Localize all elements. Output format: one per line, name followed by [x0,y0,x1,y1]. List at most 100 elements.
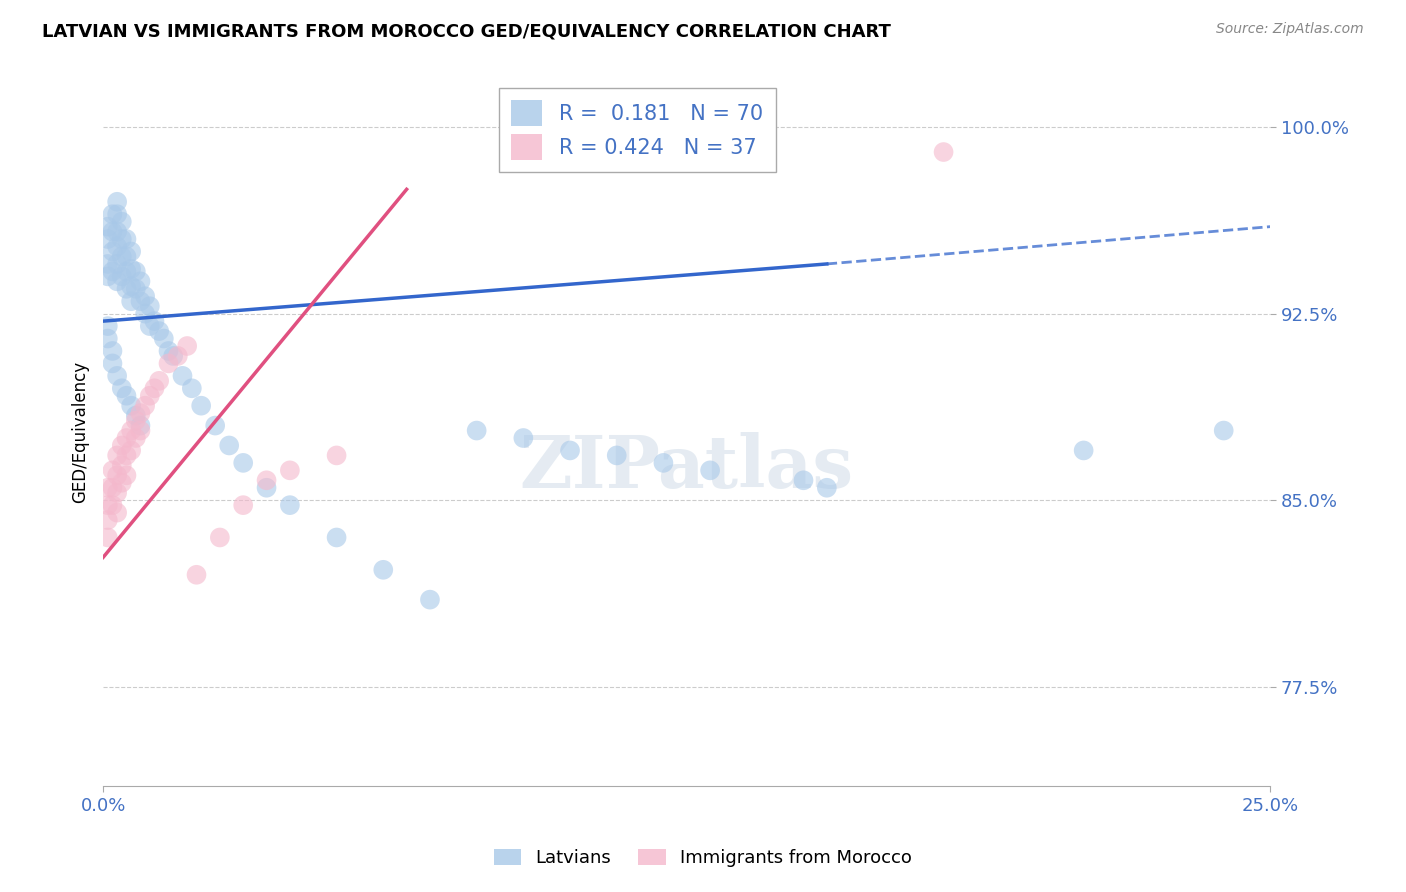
Point [256,473,278,487]
Point [120,294,142,309]
Point [218,438,240,452]
Point [97,232,120,246]
Point [101,343,124,358]
Point [120,424,142,438]
Point [172,368,194,383]
Point [176,339,198,353]
Point [129,406,152,420]
Point [125,414,148,428]
Point [1212,424,1234,438]
Point [115,389,138,403]
Point [120,261,142,276]
Point [97,513,120,527]
Point [129,424,152,438]
Point [105,274,128,288]
Point [148,324,170,338]
Point [115,431,138,445]
Point [373,563,395,577]
Point [139,319,162,334]
Point [101,356,124,370]
Point [1073,443,1095,458]
Point [143,314,166,328]
Point [153,332,176,346]
Point [105,449,128,463]
Point [512,431,534,445]
Point [143,381,166,395]
Point [97,269,120,284]
Point [125,431,148,445]
Point [232,498,254,512]
Point [101,244,124,259]
Point [97,257,120,271]
Point [139,389,162,403]
Point [325,449,347,463]
Point [129,274,152,288]
Point [115,282,138,296]
Point [97,498,120,512]
Point [139,299,162,313]
Point [115,264,138,278]
Point [97,219,120,234]
Point [120,443,142,458]
Point [204,418,226,433]
Point [148,374,170,388]
Point [105,506,128,520]
Point [180,381,202,395]
Point [111,250,134,264]
Point [465,424,488,438]
Point [101,481,124,495]
Point [120,399,142,413]
Point [105,225,128,239]
Point [105,368,128,383]
Point [815,481,838,495]
Point [125,282,148,296]
Point [97,332,120,346]
Point [115,232,138,246]
Point [120,244,142,259]
Point [97,531,120,545]
Legend: R =  0.181   N = 70, R = 0.424   N = 37: R = 0.181 N = 70, R = 0.424 N = 37 [499,87,776,172]
Point [606,449,628,463]
Point [115,250,138,264]
Point [105,239,128,253]
Point [97,481,120,495]
Point [256,481,278,495]
Text: ZIPatlas: ZIPatlas [520,432,853,503]
Point [111,438,134,452]
Point [186,567,208,582]
Point [105,485,128,500]
Point [97,319,120,334]
Point [792,473,814,487]
Y-axis label: GED/Equivalency: GED/Equivalency [72,360,89,503]
Legend: Latvians, Immigrants from Morocco: Latvians, Immigrants from Morocco [486,841,920,874]
Text: LATVIAN VS IMMIGRANTS FROM MOROCCO GED/EQUIVALENCY CORRELATION CHART: LATVIAN VS IMMIGRANTS FROM MOROCCO GED/E… [42,22,891,40]
Point [111,215,134,229]
Point [125,264,148,278]
Point [111,475,134,490]
Point [115,449,138,463]
Point [101,225,124,239]
Point [190,399,212,413]
Point [419,592,441,607]
Point [325,531,347,545]
Text: Source: ZipAtlas.com: Source: ZipAtlas.com [1216,22,1364,37]
Point [699,463,721,477]
Point [111,381,134,395]
Point [101,207,124,221]
Point [115,468,138,483]
Point [105,207,128,221]
Point [157,343,180,358]
Point [129,294,152,309]
Point [208,531,231,545]
Point [932,145,955,159]
Point [157,356,180,370]
Point [111,232,134,246]
Point [134,307,156,321]
Point [120,279,142,293]
Point [232,456,254,470]
Point [105,257,128,271]
Point [105,468,128,483]
Point [278,463,301,477]
Point [101,463,124,477]
Point [101,264,124,278]
